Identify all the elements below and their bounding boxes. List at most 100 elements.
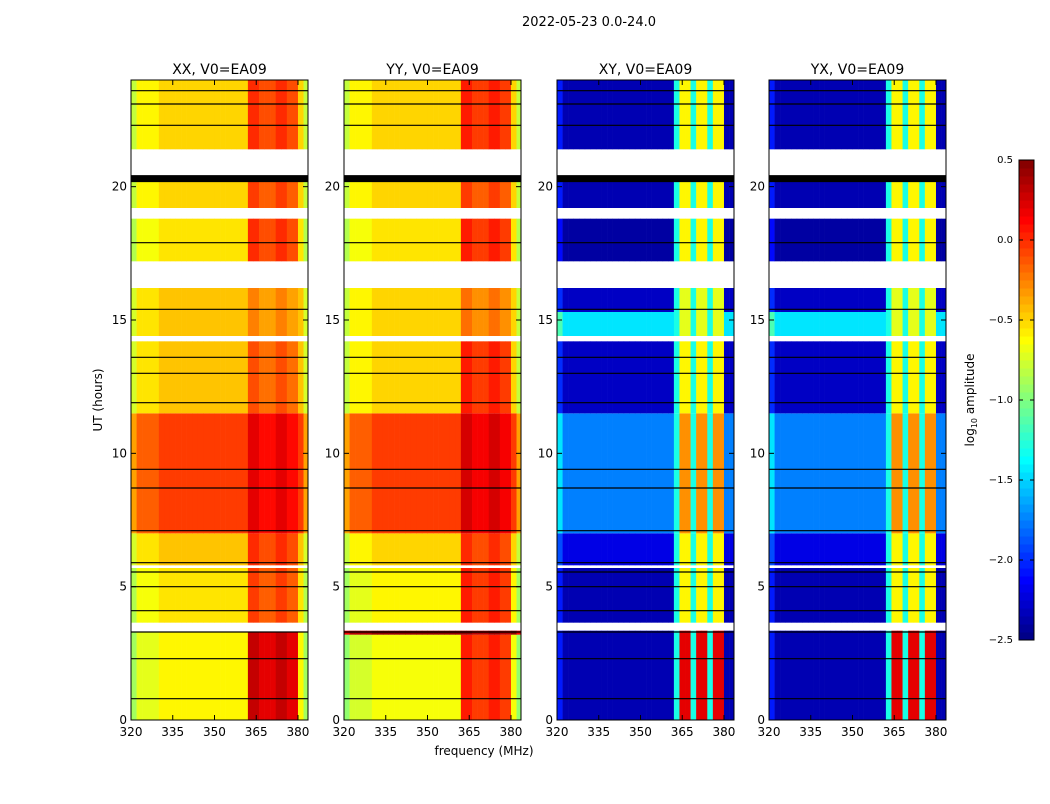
heatmap-cell [344,634,350,720]
heatmap-cell [208,288,215,336]
heatmap-cell [488,181,495,208]
heatmap-cell [449,568,456,623]
heatmap-cell [780,630,786,720]
heatmap-cell [231,80,238,150]
heatmap-cell [510,630,517,635]
heatmap-cell [791,533,798,566]
heatmap-cell [460,218,467,262]
heatmap-cell [623,568,630,623]
heatmap-cell [214,181,221,208]
heatmap-cell [286,341,293,414]
heatmap-cell [634,533,641,566]
colorbar-swatch [1019,160,1034,169]
heatmap-cell [505,568,512,623]
heatmap-cell [707,312,714,336]
colorbar-swatch [1019,376,1034,385]
heatmap-cell [902,80,909,150]
heatmap-cell [590,533,597,566]
heatmap-cell [590,288,597,312]
heatmap-cell [405,181,412,208]
heatmap-cell [197,218,204,262]
heatmap-cell [264,181,271,208]
heatmap-cell [858,413,864,534]
heatmap-cell [858,181,864,208]
heatmap-cell [421,533,428,566]
heatmap-cell [601,312,608,336]
heatmap-cell [935,218,942,262]
heatmap-cell [286,413,293,534]
heatmap-cell [785,630,792,720]
heatmap-cell [902,218,909,262]
heatmap-cell [169,632,176,720]
heatmap-cell [259,568,265,623]
heatmap-cell [483,181,490,208]
heatmap-cell [181,341,187,414]
heatmap-cell [629,630,636,720]
heatmap-cell [449,413,456,534]
colorbar-swatch [1019,480,1034,489]
colorbar: 0.5 0.0 −0.5 −1.0 −1.5 −2.0 −2.5 [989,155,1035,646]
heatmap-cell [270,288,277,336]
heatmap-cell [399,341,406,414]
heatmap-cell [208,413,215,534]
heatmap-cell [247,568,254,623]
heatmap-cell [657,630,664,720]
y-tick-label: 20 [112,180,127,194]
heatmap-cell [696,413,703,534]
heatmap-cell [679,630,686,720]
colorbar-swatch [1019,200,1034,209]
heatmap-cell [662,312,669,336]
heatmap-cell [303,288,309,336]
heatmap-cell [181,533,187,566]
heatmap-cell [438,80,445,150]
heatmap-cell [225,218,232,262]
heatmap-cell [410,288,417,336]
heatmap-cell [718,80,725,150]
heatmap-cell [701,288,708,312]
heatmap-cell [186,218,193,262]
heatmap-cell [634,218,641,262]
heatmap-cell [153,413,160,534]
heatmap-cell [846,218,853,262]
heatmap-cell [264,80,271,150]
heatmap-cell [685,413,691,534]
heatmap-cell [208,80,215,150]
heatmap-cell [460,80,467,150]
heatmap-cell [651,630,658,720]
heatmap-cell [236,632,243,720]
heatmap-cell [147,568,154,623]
heatmap-cell [913,181,920,208]
heatmap-cell [618,630,625,720]
heatmap-cell [505,630,512,635]
heatmap-cell [595,630,602,720]
heatmap-cell [388,341,395,414]
heatmap-cell [819,312,825,336]
heatmap-cell [382,80,389,150]
heatmap-cell [421,568,428,623]
heatmap-cell [455,181,462,208]
heatmap-cell [607,630,613,720]
heatmap-cell [175,568,182,623]
heatmap-cell [869,630,876,720]
heatmap-cell [438,568,445,623]
heatmap-cell [297,218,304,262]
heatmap-cell [685,218,691,262]
heatmap-cell [270,341,277,414]
heatmap-cell [483,630,490,635]
heatmap-cell [696,630,703,720]
heatmap-cell [264,632,271,720]
heatmap-cell [685,630,691,720]
heatmap-cell [729,312,735,336]
heatmap-cell [214,341,221,414]
colorbar-swatch [1019,256,1034,265]
heatmap-cell [242,288,249,336]
heatmap-cell [388,181,395,208]
heatmap-cell [769,218,775,262]
heatmap-cell [662,80,669,150]
heatmap-cell [488,568,495,623]
heatmap-cell [668,568,675,623]
heatmap-cell [584,341,591,414]
heatmap-cell [214,80,221,150]
heatmap-cell [175,632,182,720]
heatmap-cell [858,80,864,150]
